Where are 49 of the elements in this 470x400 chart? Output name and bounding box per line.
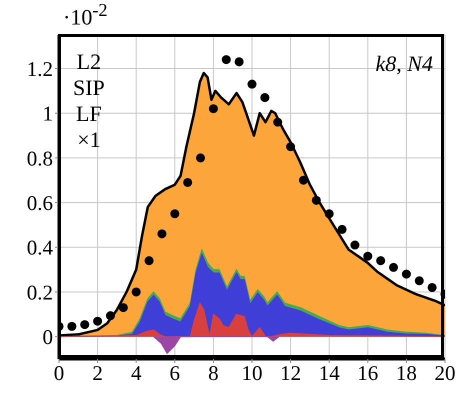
point [208, 104, 218, 114]
y-tick-label: 1 [42, 102, 53, 126]
point [118, 303, 128, 312]
point [144, 256, 154, 266]
point [157, 229, 166, 238]
point [414, 276, 424, 286]
y-tick-label: 1.2 [26, 56, 53, 81]
x-tick-label: 16 [357, 360, 378, 385]
annotation: L2 SIP LF ×1 [73, 49, 105, 153]
point [324, 209, 334, 218]
y-tick-label: 0.4 [26, 236, 54, 260]
y-tick-label: 0.8 [26, 146, 53, 170]
point [183, 178, 192, 187]
point [67, 322, 76, 331]
point [196, 153, 206, 162]
point [298, 176, 308, 185]
point [350, 240, 360, 250]
point [273, 118, 282, 127]
point [312, 196, 321, 205]
y-tick-label: 0.6 [26, 191, 53, 216]
x-tick-label: 10 [242, 360, 262, 385]
point [389, 262, 398, 272]
point [170, 209, 180, 218]
point [132, 287, 141, 296]
point [363, 252, 372, 261]
point [93, 316, 102, 326]
x-tick-label: 18 [396, 360, 417, 385]
point [234, 57, 244, 66]
x-tick-label: 12 [280, 360, 302, 385]
y-tick-label: 0 [42, 325, 53, 350]
x-tick-label: 4 [130, 360, 142, 385]
x-tick-label: 20 [434, 360, 456, 385]
point [428, 282, 437, 292]
point [286, 142, 296, 152]
annotation: k8, N4 [376, 51, 433, 77]
x-tick-label: 2 [92, 360, 103, 385]
point [106, 311, 115, 320]
point [222, 55, 231, 64]
point [260, 93, 270, 102]
point [338, 224, 347, 234]
point [80, 320, 90, 330]
x-tick-label: 8 [208, 360, 219, 385]
point [247, 80, 257, 89]
text: ·10$^{-2}$ [63, 0, 108, 30]
point [402, 270, 411, 279]
point [376, 256, 386, 266]
x-tick-label: 6 [170, 360, 180, 385]
y-tick-label: 0.2 [26, 280, 53, 304]
x-tick-label: 14 [318, 360, 340, 385]
